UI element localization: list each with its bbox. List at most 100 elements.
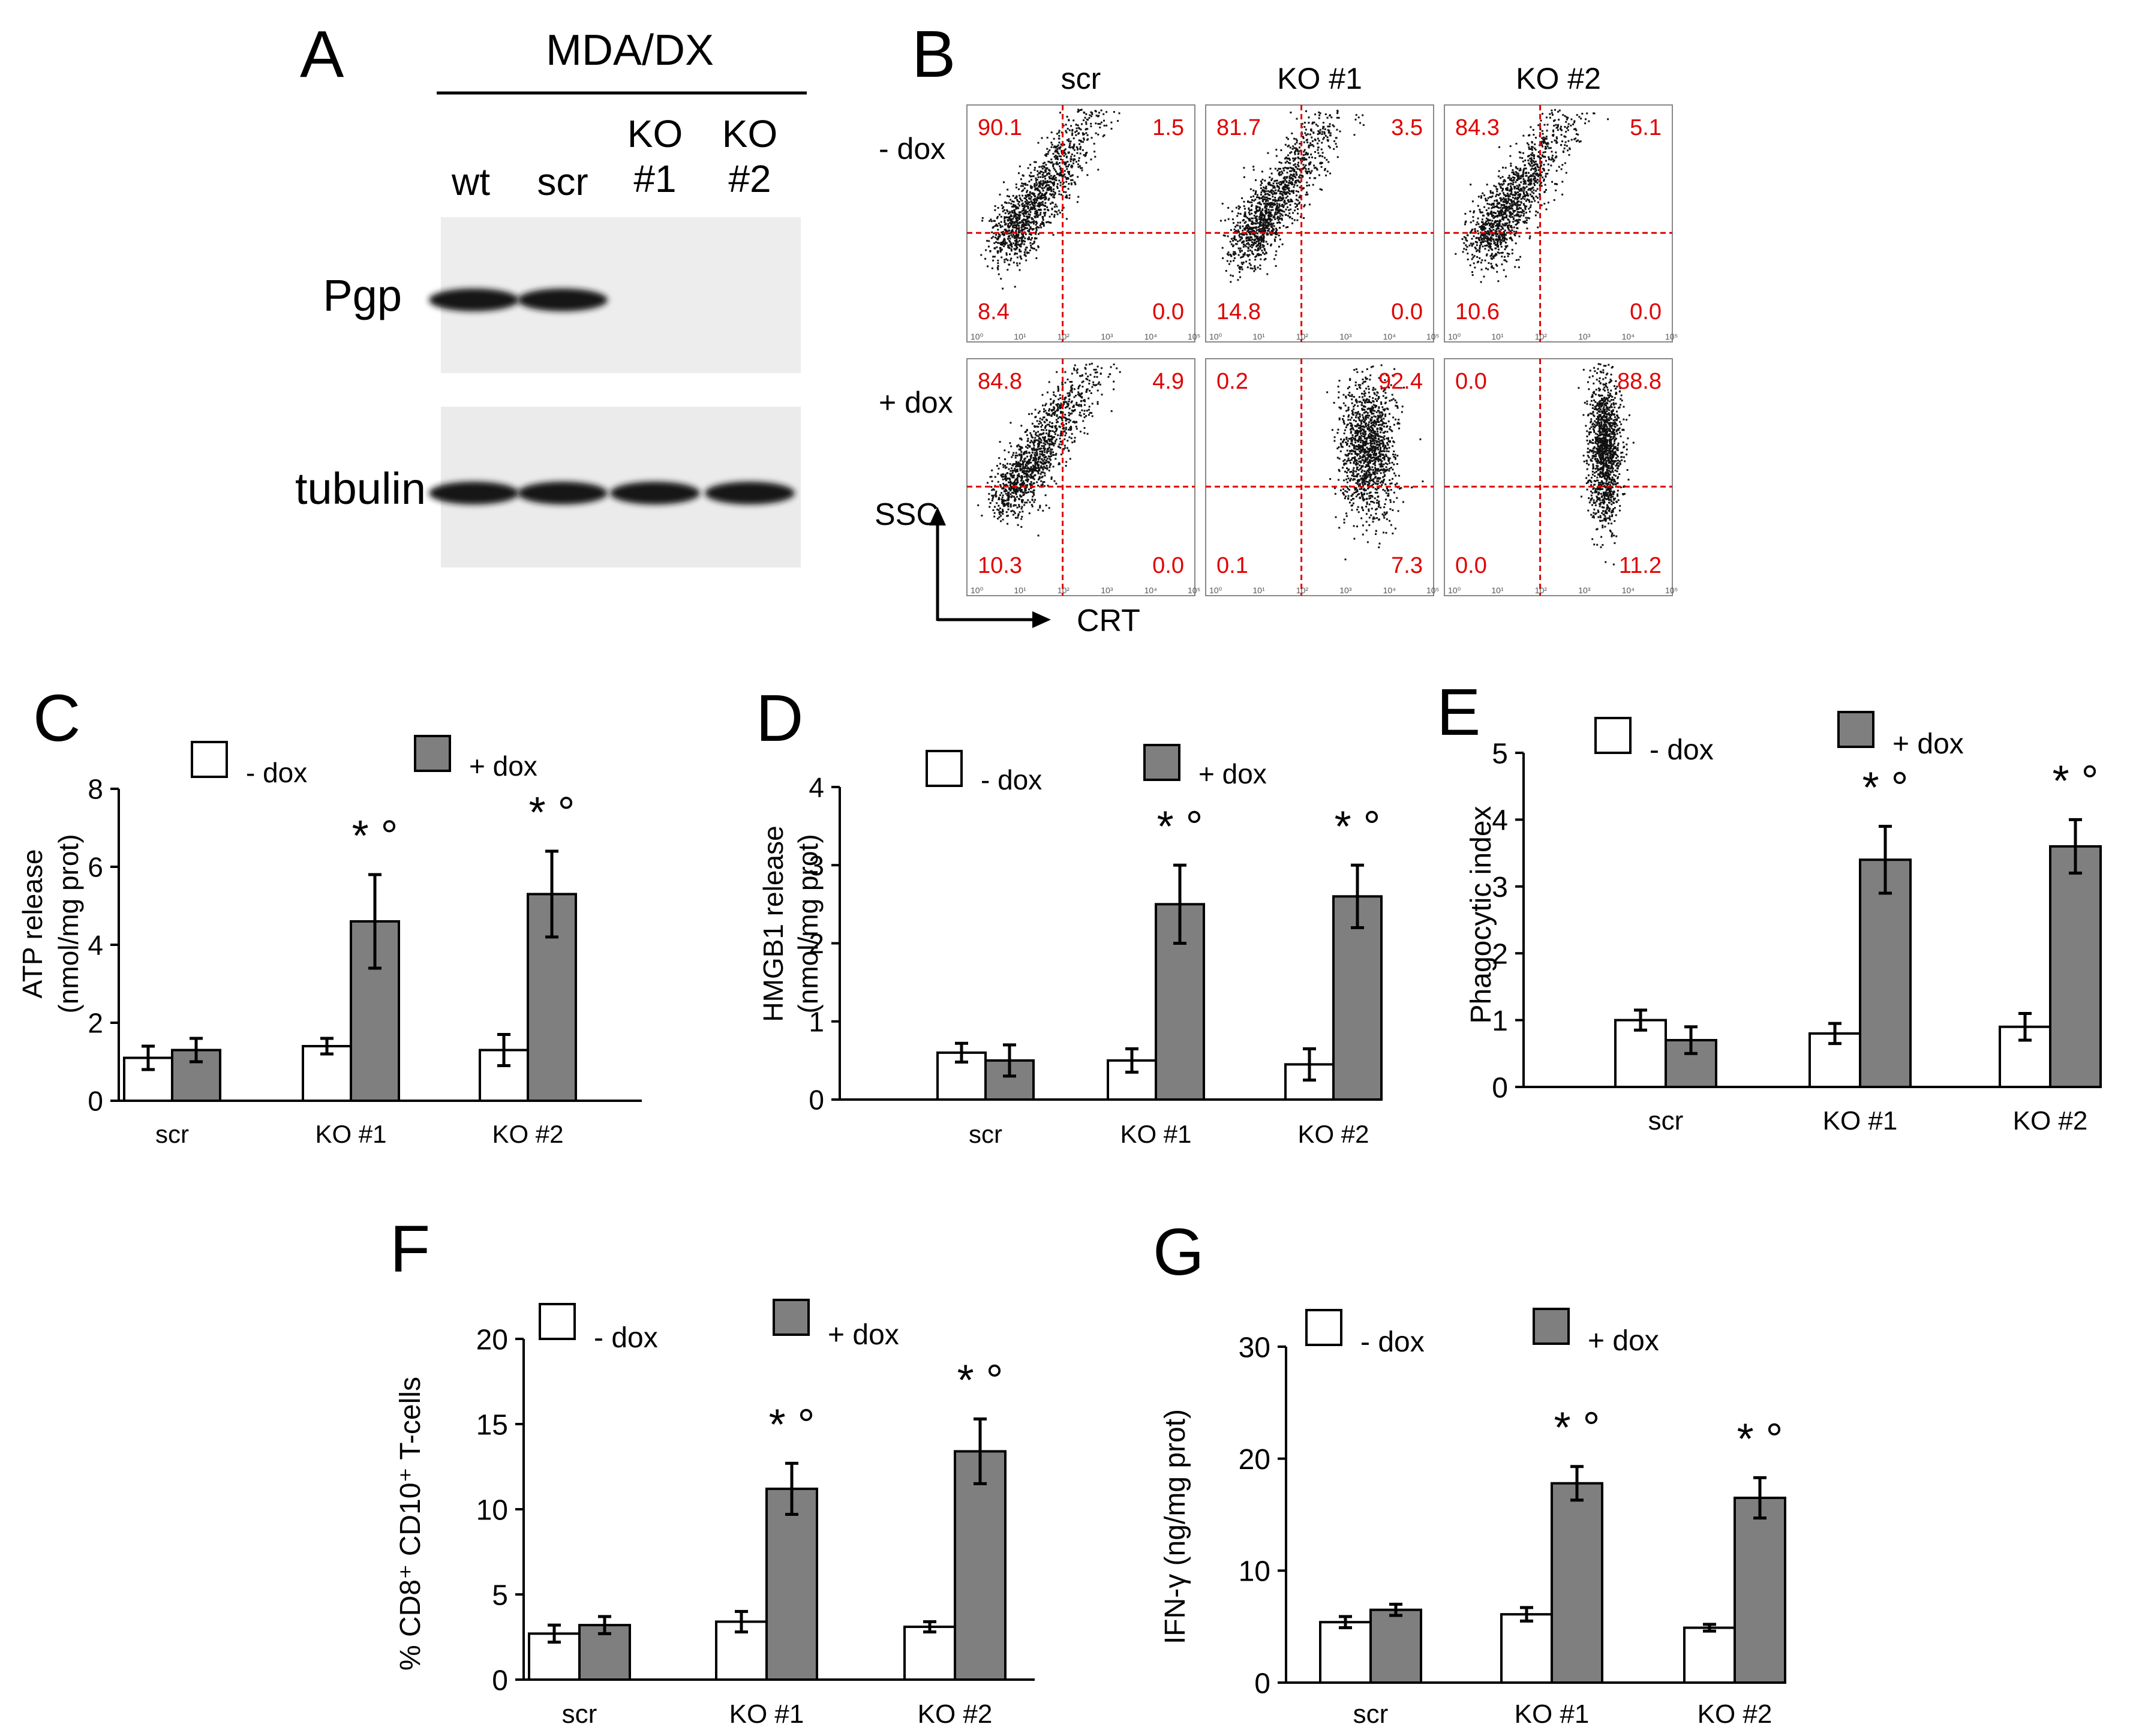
bar	[954, 1450, 1007, 1681]
legend-swatch	[1305, 1309, 1342, 1346]
flow-plot-frame	[1205, 358, 1434, 596]
quadrant-lower-left: 8.4	[978, 299, 1010, 325]
y-tick-label: 5	[1492, 738, 1508, 770]
panel-letter: G	[1153, 1215, 1204, 1289]
quadrant-lower-right: 0.0	[1152, 299, 1184, 325]
flow-tick-label: 10⁵	[1426, 332, 1439, 341]
significance-mark: * °	[769, 1401, 815, 1449]
flow-events	[980, 109, 1120, 290]
flow-plot: 0.0 88.8 0.0 11.2 10⁰ 10¹ 10² 10³ 10⁴ 10⁵	[1444, 358, 1678, 596]
quadrant-lower-left: 14.8	[1216, 299, 1261, 325]
flow-column-label: KO #1	[1277, 62, 1362, 95]
flow-tick-label: 10⁰	[1209, 585, 1222, 595]
y-axis-label: (nmol/mg prot)	[53, 834, 84, 1013]
flow-tick-label: 10⁴	[1383, 585, 1396, 595]
quadrant-upper-right: 88.8	[1617, 369, 1662, 394]
quadrant-upper-right: 92.4	[1378, 369, 1423, 394]
y-tick-label: 1	[1492, 1005, 1508, 1037]
y-axis-label: % CD8⁺ CD10⁺ T-cells	[395, 1377, 426, 1671]
significance-mark: * °	[1862, 764, 1909, 812]
flow-tick-label: 10³	[1578, 332, 1591, 341]
y-tick-label: 1	[809, 1006, 824, 1037]
legend-swatch	[1594, 717, 1632, 754]
significance-mark: * °	[1554, 1404, 1600, 1452]
significance-mark: * °	[957, 1356, 1004, 1404]
quadrant-lower-left: 0.0	[1455, 553, 1487, 578]
blot-band	[518, 289, 608, 311]
quadrant-lower-left: 0.1	[1216, 553, 1248, 578]
y-tick-label: 3	[1492, 872, 1508, 903]
flow-tick-label: 10⁴	[1622, 332, 1635, 341]
lane-label: scr	[537, 160, 588, 203]
y-tick-label: 2	[809, 928, 824, 959]
flow-column-label: scr	[1061, 62, 1101, 95]
flow-plot: 81.7 3.5 14.8 0.0 10⁰ 10¹ 10² 10³ 10⁴ 10⁵	[1205, 104, 1439, 343]
x-tick-label: KO #1	[1823, 1106, 1898, 1136]
y-tick-label: 6	[88, 852, 103, 883]
flow-tick-label: 10⁵	[1188, 332, 1200, 341]
legend-swatch	[539, 1303, 576, 1340]
flow-tick-label: 10²	[1535, 585, 1548, 595]
bar	[1369, 1608, 1422, 1684]
quadrant-upper-left: 81.7	[1216, 115, 1261, 140]
flow-plot: 0.2 92.4 0.1 7.3 10⁰ 10¹ 10² 10³ 10⁴ 10⁵	[1205, 358, 1439, 596]
panel-letter-a: A	[300, 17, 344, 91]
legend-label: + dox	[1892, 728, 1964, 760]
chart-panel-c: C 0 2 4 6 8 ATP release (nmol/mg prot) - dox + do…	[17, 681, 642, 1148]
x-tick-label: KO #2	[492, 1120, 563, 1148]
y-tick-label: 0	[1254, 1668, 1270, 1699]
flow-plot-grid: scr KO #1 KO #2 - dox + dox 90.1 1.5 8.4 0.0 10⁰ 1…	[879, 62, 1678, 596]
bar	[1734, 1497, 1786, 1684]
y-axis-label: Phagocytic index	[1465, 806, 1497, 1024]
bar	[578, 1624, 631, 1681]
x-tick-label: KO #1	[315, 1120, 386, 1148]
y-tick-label: 0	[809, 1085, 824, 1116]
flow-tick-label: 10²	[1296, 585, 1309, 595]
legend-label: - dox	[1360, 1326, 1425, 1358]
flow-tick-label: 10⁰	[1448, 585, 1461, 595]
y-tick-label: 2	[88, 1008, 103, 1039]
x-tick-label: KO #2	[1698, 1699, 1773, 1729]
y-tick-label: 3	[809, 850, 824, 881]
flow-tick-label: 10⁴	[1622, 585, 1635, 595]
quadrant-lower-right: 0.0	[1630, 299, 1662, 325]
bar	[1859, 858, 1912, 1088]
y-axis-label: ATP release	[17, 849, 48, 999]
flow-tick-label: 10¹	[1252, 332, 1265, 341]
x-tick-label: scr	[1648, 1106, 1684, 1136]
flow-tick-label: 10²	[1058, 332, 1070, 341]
bar	[1332, 895, 1383, 1101]
y-tick-label: 4	[809, 772, 824, 803]
flow-tick-label: 10⁰	[971, 585, 984, 595]
y-tick-label: 10	[1239, 1556, 1270, 1588]
bar	[903, 1625, 956, 1681]
legend-swatch	[926, 750, 963, 787]
panel-letter: D	[756, 681, 803, 755]
significance-mark: * °	[352, 812, 398, 860]
lane-label: #1	[633, 157, 676, 200]
flow-events	[1578, 363, 1635, 566]
quadrant-lower-right: 11.2	[1619, 553, 1662, 578]
blot-band	[518, 482, 608, 504]
y-tick-label: 0	[492, 1665, 508, 1696]
quadrant-upper-left: 84.8	[978, 369, 1022, 394]
legend-label: + dox	[469, 750, 537, 782]
y-tick-label: 2	[1492, 938, 1508, 970]
blot-band	[705, 482, 795, 504]
quadrant-upper-right: 5.1	[1630, 115, 1662, 140]
flow-events	[1219, 110, 1365, 283]
y-axis-label: HMGB1 release	[758, 825, 789, 1022]
flow-plot: 90.1 1.5 8.4 0.0 10⁰ 10¹ 10² 10³ 10⁴ 10⁵	[966, 104, 1200, 343]
y-tick-label: 20	[1239, 1444, 1270, 1476]
x-tick-label: scr	[155, 1120, 189, 1148]
bar	[1551, 1482, 1603, 1684]
x-tick-label: scr	[969, 1120, 1002, 1148]
panel-letter: F	[390, 1212, 430, 1286]
y-axis-label: IFN-γ (ng/mg prot)	[1159, 1409, 1191, 1644]
quadrant-lower-left: 10.3	[978, 553, 1022, 578]
flow-tick-label: 10⁵	[1665, 332, 1678, 341]
flow-tick-label: 10⁴	[1144, 332, 1158, 341]
legend-label: + dox	[1588, 1325, 1659, 1357]
pgp-bands	[429, 289, 608, 311]
